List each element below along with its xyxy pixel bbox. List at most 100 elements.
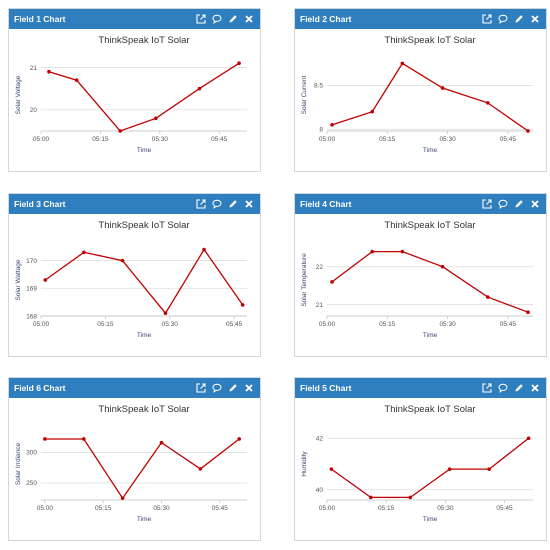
data-point[interactable] [81,437,86,441]
data-point[interactable] [400,249,405,254]
y-tick-label: 8 [319,127,323,134]
x-tick-label: 05:15 [92,136,109,143]
data-point[interactable] [526,436,531,441]
data-point[interactable] [154,116,158,121]
pencil-icon[interactable] [513,13,525,25]
series-line [331,437,530,499]
x-axis-label: Time [137,516,152,523]
external-link-icon[interactable] [481,198,493,210]
data-point[interactable] [400,61,405,66]
chart-plot: ThinkSpeak IoT Solar 21 22 05:00 05:15 05:30 0… [301,220,533,339]
pencil-icon[interactable] [227,382,239,394]
data-point[interactable] [118,129,123,133]
x-tick-label: 05:45 [500,321,517,328]
data-point[interactable] [120,258,125,263]
data-point[interactable] [330,280,334,284]
data-point[interactable] [526,129,530,133]
pencil-icon[interactable] [513,382,525,394]
data-point[interactable] [120,496,125,500]
series-line [48,62,240,132]
comment-icon[interactable] [211,198,223,210]
data-point[interactable] [440,86,445,90]
data-point[interactable] [197,86,202,91]
y-tick-label: 168 [26,313,37,320]
data-point[interactable] [82,250,86,255]
data-point[interactable] [370,109,375,114]
close-icon[interactable] [243,382,255,394]
chart-title: ThinkSpeak IoT Solar [98,404,189,415]
y-axis-label: Solar Irrdiance [15,442,22,485]
x-axis-label: Time [137,332,152,339]
data-point[interactable] [74,78,79,82]
data-point[interactable] [237,437,242,441]
data-point[interactable] [485,295,490,299]
comment-icon[interactable] [211,382,223,394]
data-point[interactable] [43,437,47,441]
chart-card-field-5: Field 5 Chart ThinkSpeak IoT Solar 40 42 05… [294,377,547,541]
x-tick-label: 05:00 [33,321,50,328]
external-link-icon[interactable] [195,198,207,210]
data-point[interactable] [369,495,373,500]
y-axis-label: Solar Temperature [301,253,308,307]
x-tick-label: 05:30 [153,505,170,512]
data-point[interactable] [526,310,530,315]
comment-icon[interactable] [497,198,509,210]
x-tick-label: 05:00 [37,505,54,512]
data-point[interactable] [447,467,452,471]
close-icon[interactable] [243,198,255,210]
close-icon[interactable] [529,13,541,25]
data-point[interactable] [329,467,334,471]
y-axis-label: Humidity [301,451,308,477]
external-link-icon[interactable] [481,13,493,25]
card-header: Field 6 Chart [9,378,260,398]
card-header: Field 5 Chart [295,378,546,398]
x-tick-label: 05:00 [33,136,50,143]
external-link-icon[interactable] [481,382,493,394]
data-point[interactable] [163,311,168,316]
y-tick-label: 300 [26,450,37,457]
data-point[interactable] [159,440,164,445]
data-point[interactable] [202,247,206,252]
comment-icon[interactable] [211,13,223,25]
chart-title: ThinkSpeak IoT Solar [384,220,475,231]
close-icon[interactable] [529,382,541,394]
external-link-icon[interactable] [195,382,207,394]
comment-icon[interactable] [497,13,509,25]
x-tick-label: 05:00 [319,321,336,328]
pencil-icon[interactable] [227,13,239,25]
y-axis-label: Solar Voltage [15,75,22,114]
pencil-icon[interactable] [227,198,239,210]
data-point[interactable] [440,264,445,269]
y-tick-label: 250 [26,480,37,487]
close-icon[interactable] [529,198,541,210]
close-icon[interactable] [243,13,255,25]
pencil-icon[interactable] [513,198,525,210]
data-point[interactable] [408,495,413,500]
y-tick-label: 8.5 [314,83,323,90]
x-axis-label: Time [423,147,438,154]
card-title: Field 5 Chart [300,383,352,393]
data-point[interactable] [487,467,491,471]
x-tick-label: 05:45 [500,136,517,143]
data-point[interactable] [370,249,375,254]
card-title: Field 2 Chart [300,14,352,24]
x-tick-label: 05:15 [379,321,396,328]
data-point[interactable] [43,278,48,282]
data-point[interactable] [198,467,203,471]
chart-card-field-6: Field 6 Chart ThinkSpeak IoT Solar 250 300… [8,377,261,541]
series-line [331,62,529,132]
data-point[interactable] [47,69,51,74]
card-header: Field 1 Chart [9,9,260,29]
x-tick-label: 05:15 [95,505,112,512]
y-tick-label: 42 [316,436,324,443]
data-point[interactable] [330,123,334,127]
y-tick-label: 21 [316,302,324,309]
data-point[interactable] [237,61,241,66]
x-tick-label: 05:45 [211,136,228,143]
chart-title: ThinkSpeak IoT Solar [384,35,475,46]
comment-icon[interactable] [497,382,509,394]
x-tick-label: 05:30 [437,505,454,512]
data-point[interactable] [240,303,245,307]
data-point[interactable] [485,101,490,105]
external-link-icon[interactable] [195,13,207,25]
